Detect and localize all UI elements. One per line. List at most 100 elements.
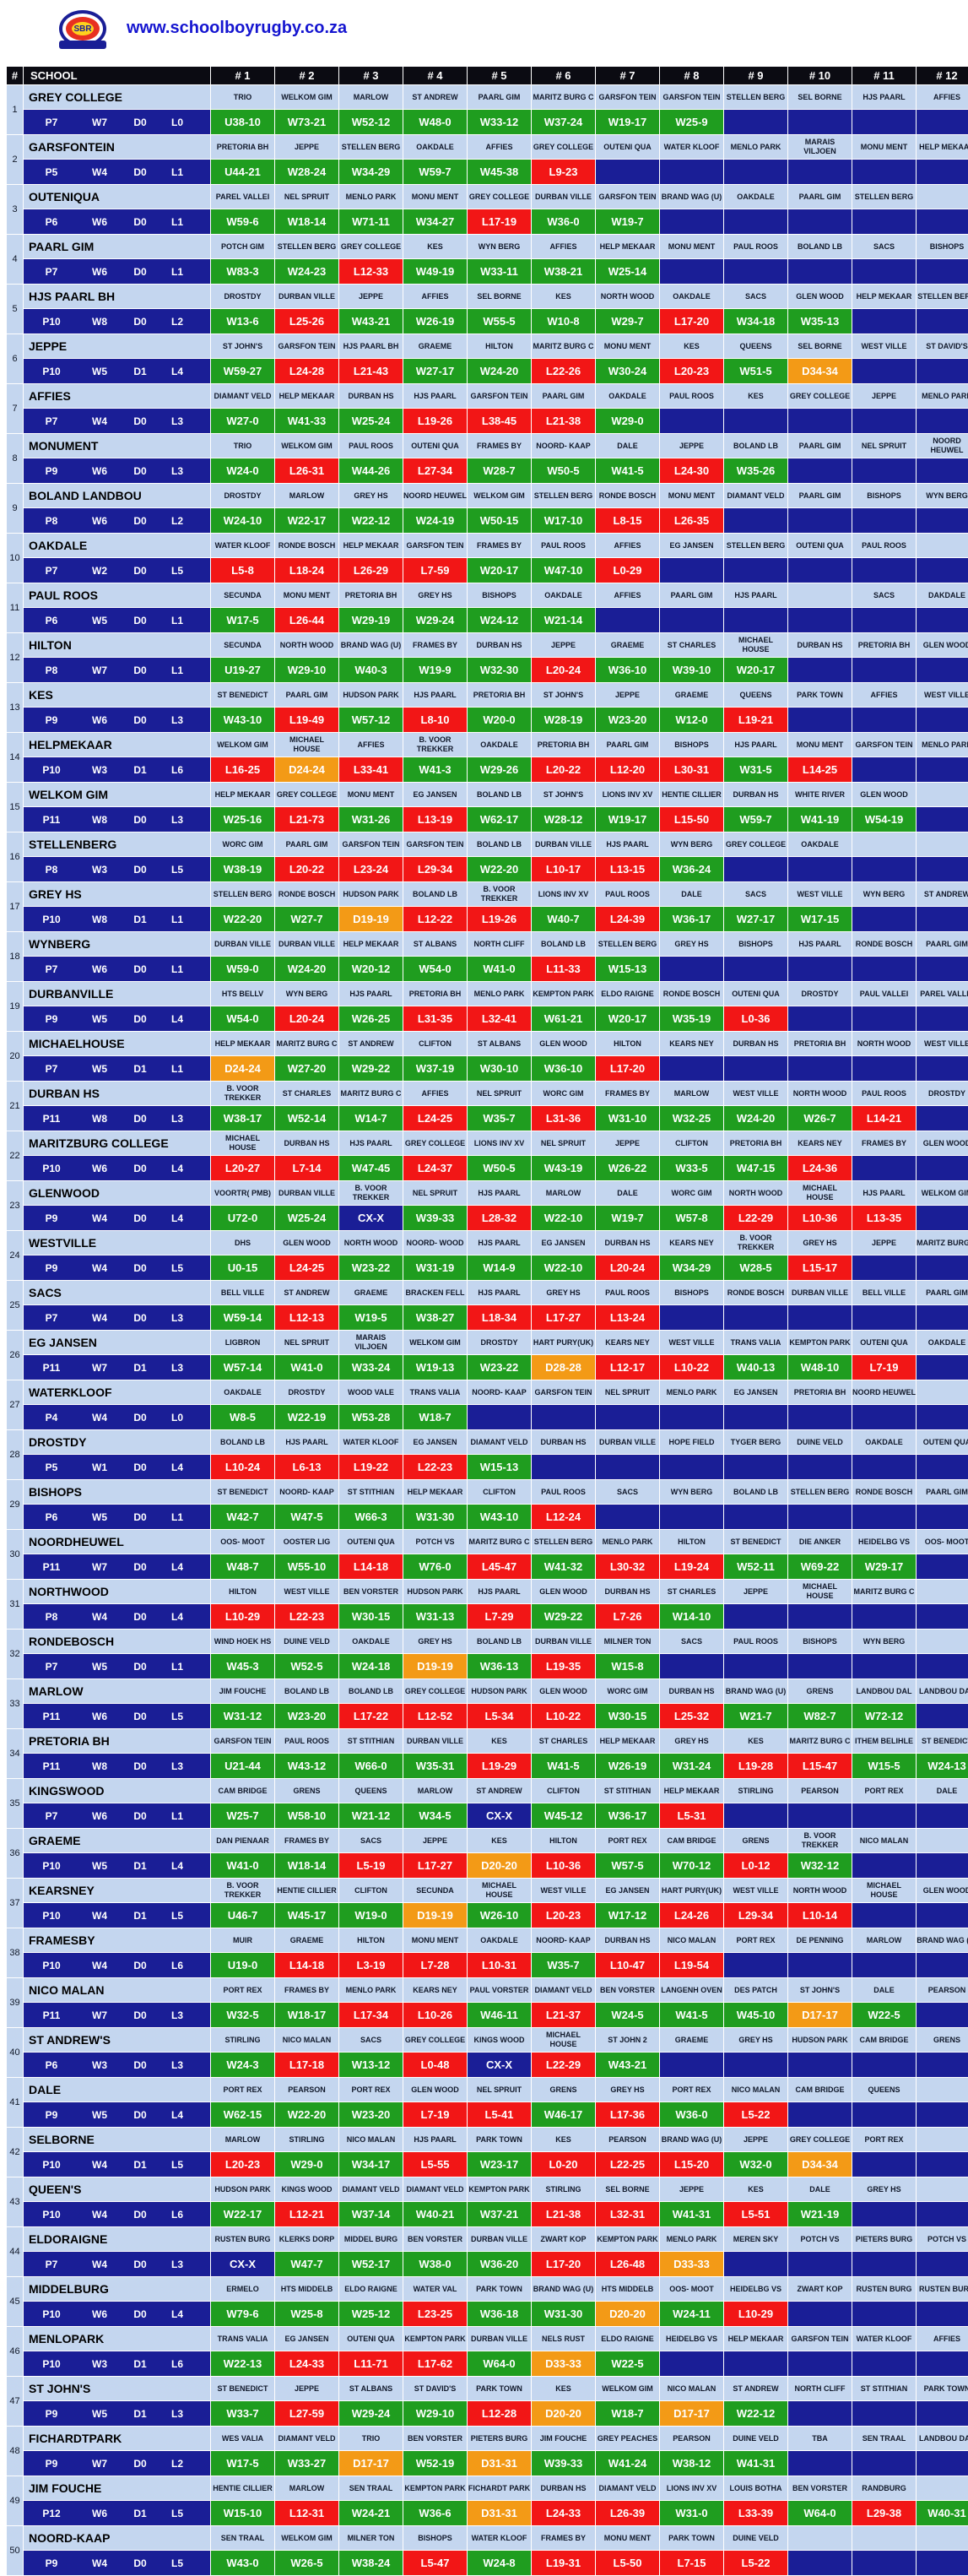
opponent-cell: SACS [338, 1828, 403, 1853]
played-count: P5 [45, 1461, 58, 1473]
school-name[interactable]: PAARL GIM [23, 234, 211, 259]
result-cell [852, 1852, 917, 1879]
school-name[interactable]: MIDDELBURG [23, 2276, 211, 2302]
opponent-cell: POTCH VS [787, 2226, 852, 2252]
opponent-cell: DIAMANT VELD [595, 2476, 660, 2501]
school-row-results: P10 W3 D1 L6 W22-13 L24-33 L11-71 L17-62 W64-0 D3… [7, 2351, 968, 2377]
school-name[interactable]: MENLOPARK [23, 2326, 211, 2351]
school-name[interactable]: NOORD-KAAP [23, 2525, 211, 2551]
school-name[interactable]: ELDORAIGNE [23, 2226, 211, 2252]
school-name[interactable]: NICO MALAN [23, 1977, 211, 2003]
school-name[interactable]: ST JOHN'S [23, 2376, 211, 2401]
school-name[interactable]: BISHOPS [23, 1479, 211, 1505]
opponent-cell: TRIO [210, 84, 275, 110]
opponent-cell: GARSFON TEIN [467, 383, 532, 409]
opponent-cell: B. VOOR TREKKER [210, 1878, 275, 1903]
school-name[interactable]: SELBORNE [23, 2127, 211, 2152]
result-cell: L32-41 [467, 1006, 532, 1032]
opponent-cell: PAREL VALLEI [210, 184, 275, 209]
school-name[interactable]: NOORDHEUWEL [23, 1529, 211, 1554]
school-name[interactable]: JEPPE [23, 334, 211, 359]
drawn-count: D1 [133, 1859, 147, 1872]
school-name[interactable]: STELLENBERG [23, 832, 211, 857]
school-name[interactable]: MICHAELHOUSE [23, 1031, 211, 1056]
school-name[interactable]: MONUMENT [23, 433, 211, 458]
rank-number: 41 [6, 2077, 24, 2128]
school-name[interactable]: GARSFONTEIN [23, 134, 211, 160]
school-name[interactable]: ST ANDREW'S [23, 2027, 211, 2053]
site-url-link[interactable]: www.schoolboyrugby.co.za [127, 19, 348, 37]
result-cell: W64-0 [467, 2351, 532, 2377]
school-name[interactable]: WESTVILLE [23, 1230, 211, 1255]
school-name[interactable]: BOLAND LANDBOU [23, 483, 211, 508]
school-name[interactable]: DURBAN HS [23, 1081, 211, 1106]
school-name[interactable]: OUTENIQUA [23, 184, 211, 209]
lost-count: L3 [170, 2009, 183, 2021]
result-score: W31-19 [415, 1261, 455, 1274]
result-score: W24-10 [223, 514, 262, 527]
result-cell [916, 806, 968, 832]
school-name[interactable]: DURBANVILLE [23, 981, 211, 1006]
opponent-cell: FRAMES BY [467, 433, 532, 458]
school-name[interactable]: SACS [23, 1280, 211, 1305]
result-score: W66-3 [354, 1510, 387, 1523]
school-name[interactable]: FRAMESBY [23, 1928, 211, 1953]
school-name[interactable]: WYNBERG [23, 931, 211, 957]
school-name[interactable]: PRETORIA BH [23, 1728, 211, 1754]
school-name[interactable]: PAUL ROOS [23, 583, 211, 608]
school-name[interactable]: KEARSNEY [23, 1878, 211, 1903]
school-name[interactable]: RONDEBOSCH [23, 1629, 211, 1654]
schoolboy-rugby-logo-icon[interactable]: SBR [56, 3, 110, 56]
result-cell: W62-15 [210, 2101, 275, 2128]
school-name[interactable]: WELKOM GIM [23, 782, 211, 807]
school-name[interactable]: HJS PAARL BH [23, 284, 211, 309]
result-cell: W53-28 [338, 1404, 403, 1430]
school-name[interactable]: GREY HS [23, 881, 211, 907]
season-record: P8 W4 D0 L4 [23, 1603, 211, 1630]
rank-number: 28 [6, 1429, 24, 1480]
result-score: W66-0 [354, 1760, 387, 1772]
school-name[interactable]: GREY COLLEGE [23, 84, 211, 110]
result-cell [787, 1404, 852, 1430]
opponent-cell: KEMPTON PARK [467, 2177, 532, 2202]
school-name[interactable]: HILTON [23, 632, 211, 658]
result-score: L38-45 [481, 415, 517, 427]
school-name[interactable]: EG JANSEN [23, 1330, 211, 1355]
result-cell [852, 906, 917, 932]
opponent-cell: OAKDALE [338, 1629, 403, 1654]
played-count: P7 [45, 415, 58, 427]
school-name[interactable]: DROSTDY [23, 1429, 211, 1455]
school-name[interactable]: QUEEN'S [23, 2177, 211, 2202]
result-cell: W66-3 [338, 1504, 403, 1530]
result-score: W45-38 [479, 165, 519, 178]
won-count: W7 [92, 664, 107, 676]
school-name[interactable]: MARITZBURG COLLEGE [23, 1131, 211, 1156]
school-name[interactable]: FICHARDTPARK [23, 2426, 211, 2451]
school-name[interactable]: OAKDALE [23, 533, 211, 558]
result-cell: W25-14 [595, 258, 660, 285]
school-name[interactable]: DALE [23, 2077, 211, 2102]
school-name[interactable]: HELPMEKAAR [23, 732, 211, 757]
result-score: U38-10 [224, 116, 261, 128]
school-name[interactable]: KINGSWOOD [23, 1778, 211, 1803]
opponent-cell: PRETORIA BH [852, 632, 917, 658]
opponent-cell: WYN BERG [659, 832, 724, 857]
school-name[interactable]: MARLOW [23, 1678, 211, 1704]
result-cell: L20-24 [531, 657, 596, 683]
school-name[interactable]: JIM FOUCHE [23, 2476, 211, 2501]
opponent-cell: MENLO PARK [467, 981, 532, 1006]
school-name[interactable]: GLENWOOD [23, 1180, 211, 1206]
drawn-count: D0 [133, 514, 147, 527]
opponent-cell: STELLEN BERG [595, 931, 660, 957]
opponent-cell: SACS [723, 284, 788, 309]
opponent-cell: PEARSON [595, 2127, 660, 2152]
school-name[interactable]: GRAEME [23, 1828, 211, 1853]
school-name[interactable]: KES [23, 682, 211, 708]
rank-number: 45 [6, 2276, 24, 2327]
school-name[interactable]: WATERKLOOF [23, 1380, 211, 1405]
school-name[interactable]: NORTHWOOD [23, 1579, 211, 1604]
school-name[interactable]: AFFIES [23, 383, 211, 409]
result-cell: L33-41 [338, 757, 403, 783]
result-cell: W13-12 [338, 2052, 403, 2078]
opponent-cell: GRAEME [659, 682, 724, 708]
